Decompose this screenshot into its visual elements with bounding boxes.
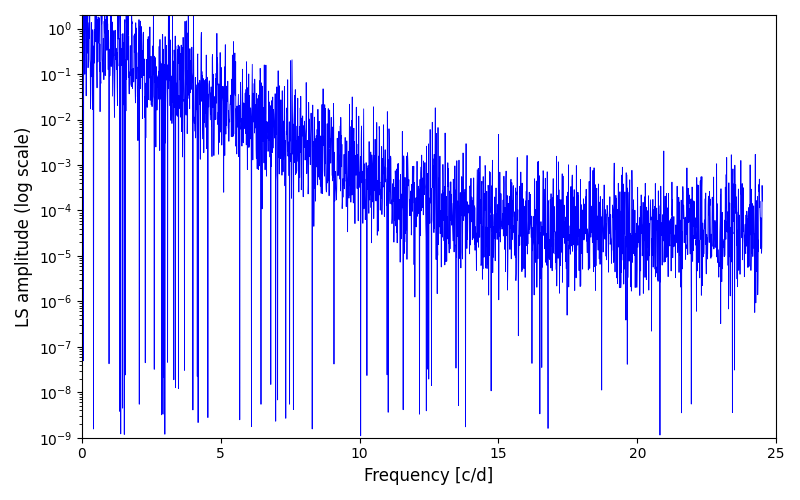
Y-axis label: LS amplitude (log scale): LS amplitude (log scale)	[15, 126, 33, 326]
X-axis label: Frequency [c/d]: Frequency [c/d]	[364, 467, 494, 485]
